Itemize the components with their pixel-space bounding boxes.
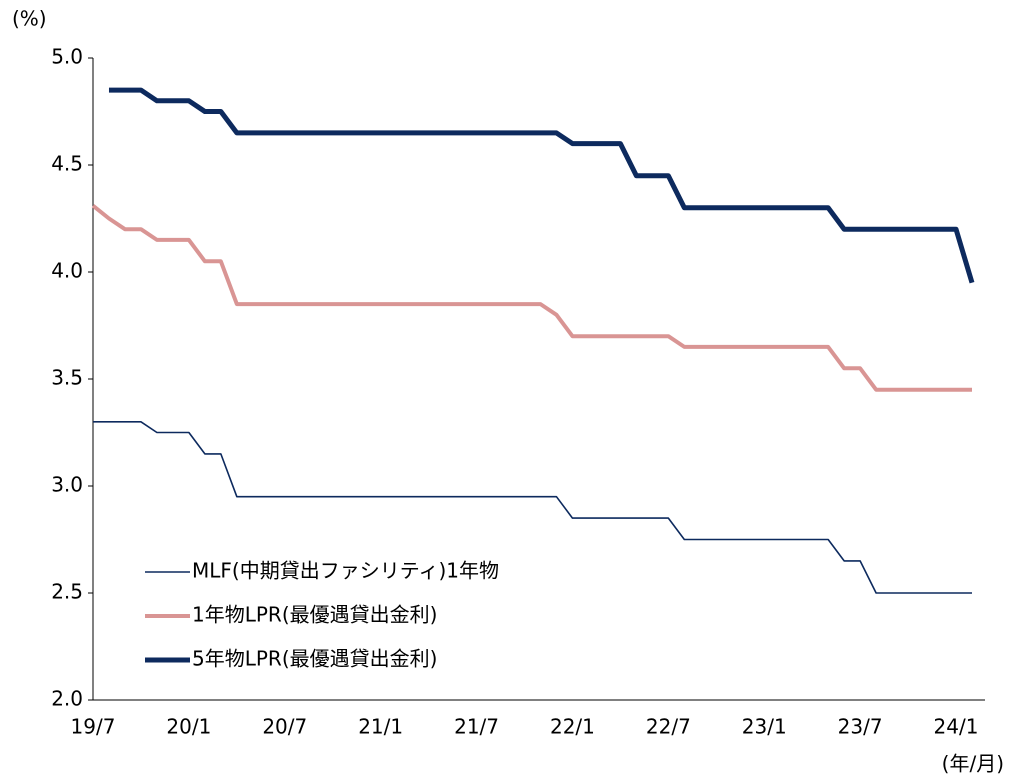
series-line bbox=[91, 204, 972, 392]
x-tick-label: 23/7 bbox=[838, 715, 883, 739]
x-tick-label: 20/7 bbox=[262, 715, 307, 739]
y-tick-label: 2.0 bbox=[51, 687, 83, 711]
x-tick-label: 23/1 bbox=[742, 715, 787, 739]
x-tick-label: 21/1 bbox=[358, 715, 403, 739]
legend-label: 1年物LPR(最優遇貸出金利) bbox=[192, 603, 437, 627]
series-line bbox=[93, 421, 972, 594]
y-tick-label: 5.0 bbox=[51, 45, 83, 69]
y-tick-label: 2.5 bbox=[51, 580, 83, 604]
y-tick-label: 4.5 bbox=[51, 152, 83, 176]
x-tick-label: 21/7 bbox=[454, 715, 499, 739]
y-tick-label: 3.0 bbox=[51, 473, 83, 497]
x-tick-label: 24/1 bbox=[934, 715, 979, 739]
legend-label: 5年物LPR(最優遇貸出金利) bbox=[192, 647, 437, 671]
y-tick-label: 3.5 bbox=[51, 366, 83, 390]
series-line bbox=[108, 87, 975, 284]
x-tick-label: 22/1 bbox=[550, 715, 595, 739]
y-axis-label: (%) bbox=[12, 7, 47, 31]
y-tick-label: 4.0 bbox=[51, 259, 83, 283]
legend-label: MLF(中期貸出ファシリティ)1年物 bbox=[192, 559, 499, 583]
x-axis-label: (年/月) bbox=[942, 752, 1004, 776]
x-tick-label: 22/7 bbox=[646, 715, 691, 739]
x-tick-label: 19/7 bbox=[71, 715, 116, 739]
x-tick-label: 20/1 bbox=[166, 715, 211, 739]
